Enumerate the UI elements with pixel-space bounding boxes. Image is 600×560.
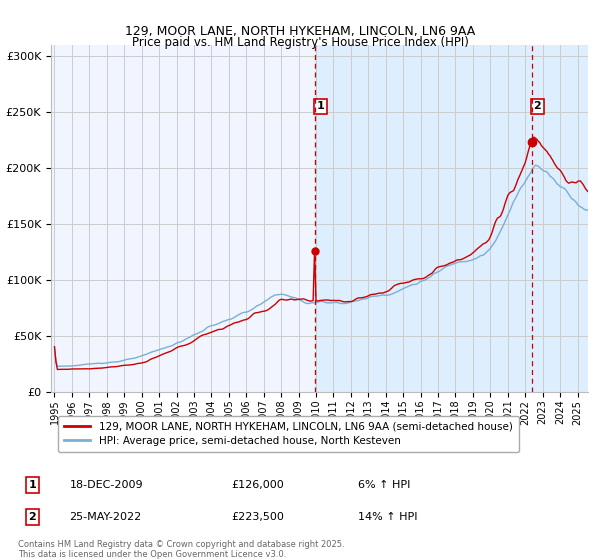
Text: 2: 2 [28,512,36,522]
Text: 14% ↑ HPI: 14% ↑ HPI [358,512,417,522]
Bar [316,45,588,392]
Text: 18-DEC-2009: 18-DEC-2009 [70,480,143,490]
Text: 129, MOOR LANE, NORTH HYKEHAM, LINCOLN, LN6 9AA: 129, MOOR LANE, NORTH HYKEHAM, LINCOLN, … [125,25,475,38]
Text: £126,000: £126,000 [231,480,284,490]
Legend: 129, MOOR LANE, NORTH HYKEHAM, LINCOLN, LN6 9AA (semi-detached house), HPI: Aver: 129, MOOR LANE, NORTH HYKEHAM, LINCOLN, … [58,416,519,452]
Text: 1: 1 [28,480,36,490]
Text: Contains HM Land Registry data © Crown copyright and database right 2025.
This d: Contains HM Land Registry data © Crown c… [18,540,344,559]
Text: £223,500: £223,500 [231,512,284,522]
Text: 1: 1 [317,101,325,111]
Text: 2: 2 [533,101,541,111]
Text: 25-MAY-2022: 25-MAY-2022 [70,512,142,522]
Text: 6% ↑ HPI: 6% ↑ HPI [358,480,410,490]
Text: Price paid vs. HM Land Registry's House Price Index (HPI): Price paid vs. HM Land Registry's House … [131,36,469,49]
